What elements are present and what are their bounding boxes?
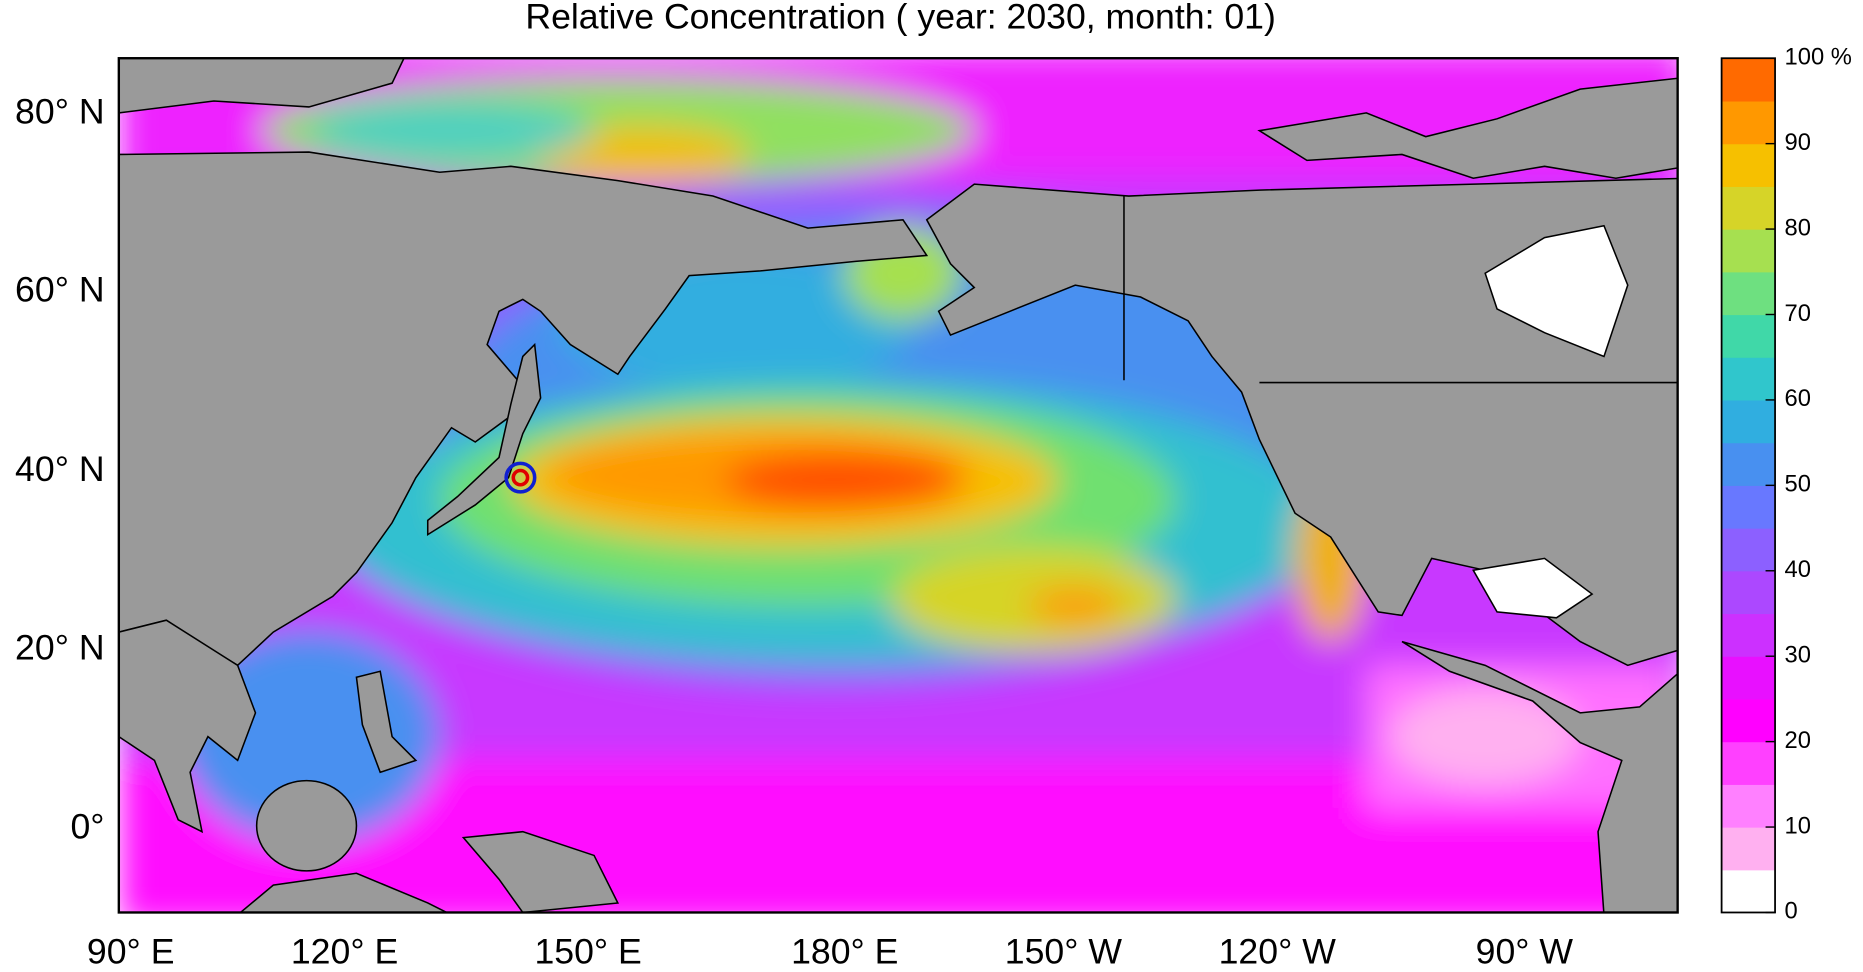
colorbar-tick-label: 10: [1785, 812, 1811, 839]
colorbar-tick-label: 90: [1785, 129, 1811, 156]
colorbar: 0 10 20 30 40 50 60 70 80 90 100 %: [1720, 43, 1852, 925]
lat-label: 80° N: [15, 91, 105, 131]
colorbar-tick-label: 0: [1785, 898, 1798, 925]
colorbar-band: [1721, 58, 1776, 102]
colorbar-band: [1721, 570, 1776, 615]
colorbar-band: [1721, 827, 1776, 871]
colorbar-band: [1721, 271, 1776, 316]
colorbar-tick-label: 20: [1785, 727, 1811, 754]
colorbar-band: [1721, 784, 1776, 828]
colorbar-band: [1721, 698, 1776, 743]
map: [118, 58, 1678, 913]
colorbar-band: [1721, 869, 1776, 914]
gulf-of-mexico: [1472, 557, 1594, 619]
land-north-america: [925, 177, 1678, 667]
land-new-guinea: [461, 830, 620, 913]
lat-label: 40° N: [15, 449, 105, 489]
colorbar-tick-label: 100 %: [1785, 43, 1852, 70]
colorbar-tick-label: 70: [1785, 300, 1811, 327]
colorbar-tick-label: 50: [1785, 471, 1811, 498]
lon-label: 120° W: [1219, 931, 1337, 971]
land-indochina: [118, 619, 257, 834]
colorbar-band: [1721, 528, 1776, 572]
map-title: Relative Concentration ( year: 2030, mon…: [525, 0, 1276, 36]
colorbar-band: [1721, 143, 1776, 187]
colorbar-tick-label: 40: [1785, 556, 1811, 583]
colorbar-band: [1721, 485, 1776, 529]
colorbar-band: [1721, 442, 1776, 486]
colorbar-band: [1721, 399, 1776, 444]
lon-label: 150° W: [1005, 931, 1123, 971]
lon-label: 90° W: [1476, 931, 1574, 971]
lat-label: 60° N: [15, 270, 105, 310]
colorbar-band: [1721, 314, 1776, 358]
land-greenland-edge: [118, 58, 405, 114]
lon-label: 90° E: [87, 931, 175, 971]
land-central-south-america: [1401, 640, 1678, 913]
colorbar-tick-label: 60: [1785, 385, 1811, 412]
site-marker-outer: [504, 461, 537, 494]
colorbar-tick-label: 30: [1785, 641, 1811, 668]
map-frame: [117, 57, 1679, 914]
colorbar-band: [1721, 186, 1776, 230]
site-marker-inner: [511, 468, 530, 487]
axis-labels: 80° N 60° N 40° N 20° N 0° 90° E 120° E 150° E 1…: [15, 91, 1573, 971]
hudson-bay: [1484, 224, 1629, 358]
land-asia: [118, 151, 929, 667]
colorbar-band: [1721, 229, 1776, 273]
land-arctic-islands: [1257, 77, 1678, 180]
land-australia: [239, 872, 449, 913]
colorbar-tick-label: 80: [1785, 214, 1811, 241]
lon-label: 150° E: [534, 931, 641, 971]
colorbar-band: [1721, 741, 1776, 785]
lon-label: 180° E: [791, 931, 898, 971]
colorbar-band: [1721, 613, 1776, 657]
colorbar-band: [1721, 656, 1776, 700]
land-japan: [426, 342, 542, 537]
colorbar-band: [1721, 100, 1776, 145]
land-borneo: [255, 779, 358, 872]
lat-label: 0°: [71, 807, 105, 847]
colorbar-band: [1721, 357, 1776, 401]
lon-label: 120° E: [291, 931, 398, 971]
lat-label: 20° N: [15, 627, 105, 667]
land-philippines: [355, 670, 418, 774]
